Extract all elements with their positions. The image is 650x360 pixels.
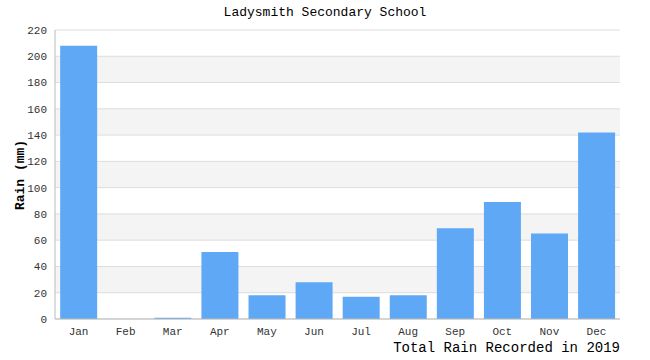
html-text:Ladysmith Secondary School: Ladysmith Secondary School: [223, 5, 427, 20]
svg-text:120: 120: [27, 156, 47, 168]
svg-text:Nov: Nov: [539, 326, 559, 338]
html-text:Total Rain Recorded in 2019: Total Rain Recorded in 2019: [393, 340, 620, 356]
svg-text:Jul: Jul: [351, 326, 371, 338]
svg-text:20: 20: [34, 288, 47, 300]
svg-text:Jun: Jun: [304, 326, 324, 338]
svg-text:Oct: Oct: [492, 326, 512, 338]
svg-text:May: May: [257, 326, 277, 338]
svg-text:Mar: Mar: [163, 326, 183, 338]
svg-text:200: 200: [27, 51, 47, 63]
svg-text:0: 0: [40, 314, 47, 326]
svg-text:160: 160: [27, 104, 47, 116]
svg-text:Apr: Apr: [210, 326, 230, 338]
svg-text:180: 180: [27, 77, 47, 89]
svg-text:60: 60: [34, 235, 47, 247]
svg-text:Sep: Sep: [445, 326, 465, 338]
svg-text:140: 140: [27, 130, 47, 142]
svg-text:100: 100: [27, 183, 47, 195]
svg-text:220: 220: [27, 25, 47, 37]
svg-text:Dec: Dec: [587, 326, 607, 338]
svg-text:Feb: Feb: [116, 326, 136, 338]
svg-text:40: 40: [34, 261, 47, 273]
svg-text:80: 80: [34, 209, 47, 221]
html-text:Rain (mm): Rain (mm): [12, 139, 28, 211]
svg-text:Jan: Jan: [69, 326, 89, 338]
svg-text:Aug: Aug: [398, 326, 418, 338]
